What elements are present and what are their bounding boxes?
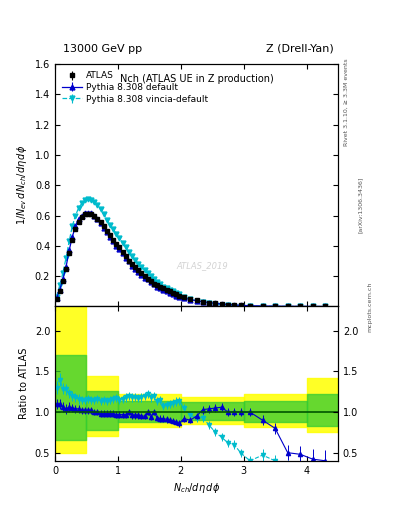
Text: Rivet 3.1.10, ≥ 3.3M events: Rivet 3.1.10, ≥ 3.3M events: [344, 58, 349, 146]
Y-axis label: Ratio to ATLAS: Ratio to ATLAS: [19, 348, 29, 419]
Legend: ATLAS, Pythia 8.308 default, Pythia 8.308 vincia-default: ATLAS, Pythia 8.308 default, Pythia 8.30…: [59, 68, 211, 107]
Text: 13000 GeV pp: 13000 GeV pp: [63, 44, 142, 54]
Y-axis label: $1/N_{ev}\,dN_{ch}/d\eta\,d\phi$: $1/N_{ev}\,dN_{ch}/d\eta\,d\phi$: [15, 145, 29, 225]
Text: Nch (ATLAS UE in Z production): Nch (ATLAS UE in Z production): [119, 74, 274, 83]
Text: mcplots.cern.ch: mcplots.cern.ch: [367, 282, 373, 332]
Text: ATLAS_2019: ATLAS_2019: [176, 261, 228, 270]
Text: [arXiv:1306.3436]: [arXiv:1306.3436]: [358, 177, 363, 233]
X-axis label: $N_{ch}/d\eta\,d\phi$: $N_{ch}/d\eta\,d\phi$: [173, 481, 220, 495]
Text: Z (Drell-Yan): Z (Drell-Yan): [266, 44, 334, 54]
